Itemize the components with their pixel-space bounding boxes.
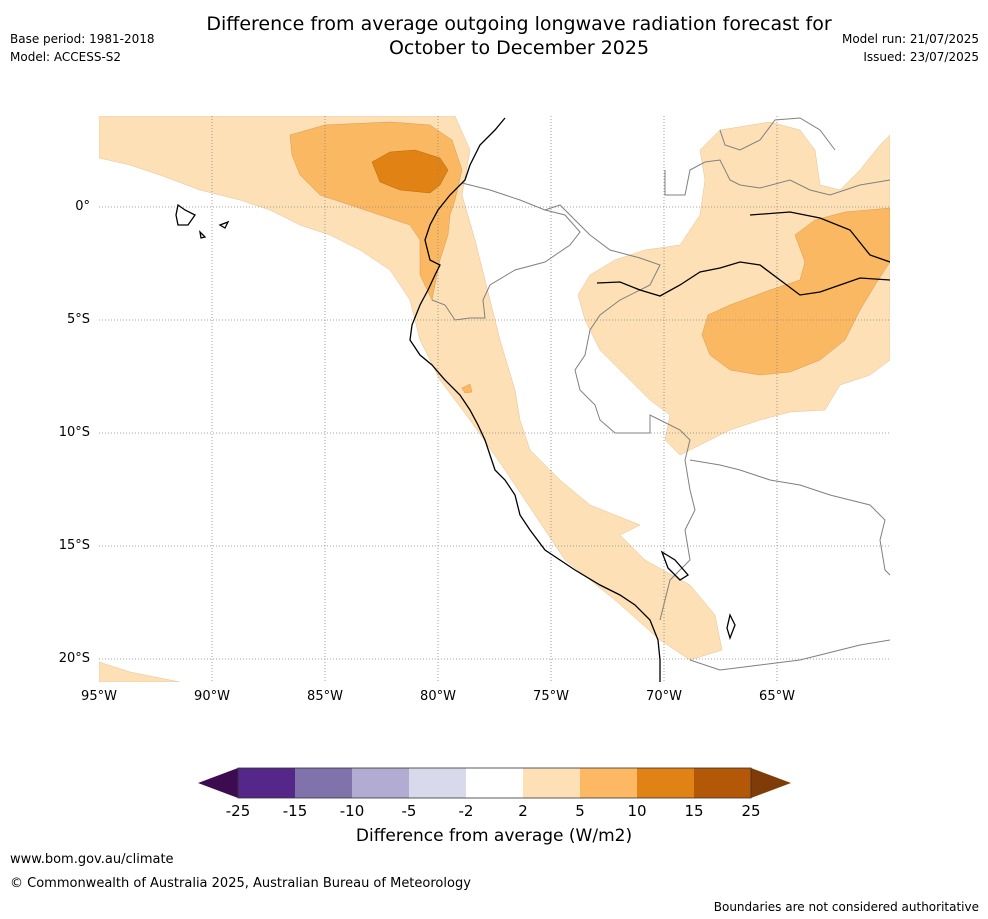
lat-label: 5°S — [66, 312, 90, 327]
colorbar-tick: -25 — [225, 802, 251, 820]
lon-label: 70°W — [646, 689, 682, 704]
colorbar-tick: 10 — [627, 802, 647, 820]
colorbar-segment — [694, 768, 751, 798]
colorbar-tick: 2 — [518, 802, 528, 820]
base-period: Base period: 1981-2018 — [10, 32, 155, 46]
lon-label: 80°W — [420, 689, 456, 704]
model-name: Model: ACCESS-S2 — [10, 50, 122, 64]
colorbar-segment — [352, 768, 409, 798]
map-area — [99, 116, 890, 682]
country-borders — [431, 117, 890, 671]
website-link[interactable]: www.bom.gov.au/climate — [10, 852, 174, 867]
colorbar-title: Difference from average (W/m2) — [355, 826, 633, 846]
colorbar-segment — [637, 768, 694, 798]
anomaly-region-strong — [371, 149, 449, 194]
colorbar-segment — [580, 768, 637, 798]
colorbar-arrow-left — [198, 768, 238, 798]
colorbar-tick: -5 — [401, 802, 417, 820]
colorbar-segment — [466, 768, 523, 798]
gridlines — [99, 116, 890, 682]
anomaly-region-southwest — [99, 661, 181, 682]
model-run: Model run: 21/07/2025 — [841, 32, 979, 46]
colorbar-tick: -2 — [458, 802, 474, 820]
meta-right: Model run: 21/07/2025 Issued: 23/07/2025 — [842, 30, 979, 66]
anomaly-region-coast — [99, 116, 723, 661]
colorbar-segment — [238, 768, 295, 798]
colorbar-segment — [295, 768, 352, 798]
lat-label: 15°S — [58, 538, 90, 553]
lon-label: 65°W — [759, 689, 795, 704]
colorbar-tick: -10 — [339, 802, 365, 820]
disclaimer: Boundaries are not considered authoritat… — [713, 900, 979, 914]
lon-label: 75°W — [533, 689, 569, 704]
lat-label: 20°S — [58, 651, 90, 666]
anomaly-spot — [461, 383, 473, 394]
lon-label: 90°W — [194, 689, 230, 704]
colorbar-tick: 15 — [684, 802, 704, 820]
colorbar-tick: 25 — [741, 802, 761, 820]
lat-label: 0° — [75, 199, 90, 214]
colorbar-arrow-right — [751, 768, 791, 798]
anomaly-region-amazon — [577, 121, 890, 456]
title-line-1: Difference from average outgoing longwav… — [206, 13, 832, 35]
colorbar-tick: -15 — [282, 802, 308, 820]
lon-label: 95°W — [81, 689, 117, 704]
issued-date: Issued: 23/07/2025 — [863, 50, 979, 64]
meta-left: Base period: 1981-2018 Model: ACCESS-S2 — [10, 30, 155, 66]
colorbar-segment — [409, 768, 466, 798]
title-line-2: October to December 2025 — [388, 37, 650, 59]
coastline — [175, 117, 890, 682]
colorbar-segment — [523, 768, 580, 798]
lat-label: 10°S — [58, 425, 90, 440]
lon-label: 85°W — [307, 689, 343, 704]
colorbar — [198, 767, 791, 799]
map-title: Difference from average outgoing longwav… — [150, 12, 888, 60]
colorbar-tick: 5 — [575, 802, 585, 820]
copyright: © Commonwealth of Australia 2025, Austra… — [10, 876, 471, 891]
